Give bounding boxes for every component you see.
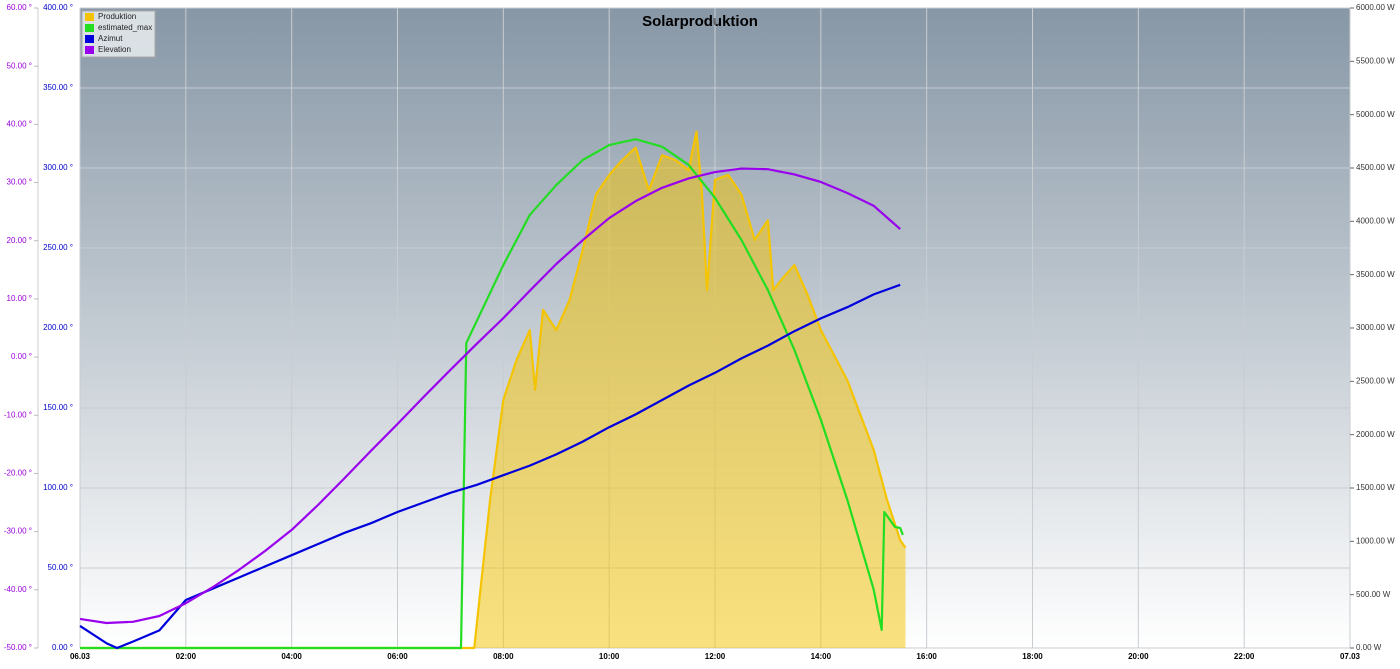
- series-line: [80, 130, 907, 650]
- y2-tick-label: 300.00 °: [43, 163, 73, 172]
- chart-title: Solarproduktion: [642, 13, 758, 30]
- y-tick-label: 4500.00 W: [1356, 163, 1395, 172]
- y2-tick-label: 50.00 °: [48, 563, 73, 572]
- y3-tick-label: 10.00 °: [7, 294, 32, 303]
- y-tick-label: 2500.00 W: [1356, 376, 1395, 385]
- y3-tick-label: 50.00 °: [7, 61, 32, 70]
- x-tick-label: 12:00: [705, 652, 726, 661]
- y2-tick-label: 350.00 °: [43, 83, 73, 92]
- y3-tick-label: -40.00 °: [4, 585, 32, 594]
- y3-tick-label: 60.00 °: [7, 3, 32, 12]
- y2-tick-label: 0.00 °: [52, 643, 73, 652]
- x-tick-label: 16:00: [916, 652, 937, 661]
- y-tick-label: 5500.00 W: [1356, 56, 1395, 65]
- x-tick-label: 18:00: [1022, 652, 1043, 661]
- legend-swatch: [85, 46, 94, 54]
- x-tick-label: 07.03: [1340, 652, 1361, 661]
- y2-tick-label: 100.00 °: [43, 483, 73, 492]
- legend-label: Elevation: [98, 45, 131, 54]
- y2-tick-label: 150.00 °: [43, 403, 73, 412]
- x-tick-label: 02:00: [176, 652, 197, 661]
- x-tick-label: 14:00: [811, 652, 832, 661]
- x-tick-label: 06:00: [387, 652, 408, 661]
- series-line: [80, 138, 904, 650]
- y2-tick-label: 200.00 °: [43, 323, 73, 332]
- y-tick-label: 1000.00 W: [1356, 536, 1395, 545]
- y-tick-label: 3000.00 W: [1356, 323, 1395, 332]
- y-tick-label: 1500.00 W: [1356, 483, 1395, 492]
- legend-label: Azimut: [98, 34, 123, 43]
- x-tick-label: 10:00: [599, 652, 620, 661]
- x-tick-label: 06.03: [70, 652, 91, 661]
- y3-tick-label: -30.00 °: [4, 527, 32, 536]
- legend-swatch: [85, 35, 94, 43]
- y3-tick-label: -50.00 °: [4, 643, 32, 652]
- y-tick-label: 5000.00 W: [1356, 110, 1395, 119]
- series-line: [79, 283, 901, 650]
- y2-tick-label: 400.00 °: [43, 3, 73, 12]
- x-tick-label: 22:00: [1234, 652, 1255, 661]
- y-tick-label: 0.00 W: [1356, 643, 1382, 652]
- x-tick-label: 20:00: [1128, 652, 1149, 661]
- legend-label: estimated_max: [98, 23, 152, 32]
- y3-tick-label: 20.00 °: [7, 236, 32, 245]
- legend-box: [81, 10, 156, 58]
- legend-swatch: [85, 24, 94, 32]
- x-tick-label: 08:00: [493, 652, 514, 661]
- y-tick-label: 500.00 W: [1356, 590, 1391, 599]
- legend-swatch: [85, 13, 94, 21]
- y3-tick-label: -10.00 °: [4, 410, 32, 419]
- y-tick-label: 2000.00 W: [1356, 430, 1395, 439]
- x-tick-label: 04:00: [281, 652, 302, 661]
- y3-tick-label: -20.00 °: [4, 469, 32, 478]
- y3-tick-label: 0.00 °: [11, 352, 32, 361]
- series-line: [79, 167, 901, 625]
- y2-tick-label: 250.00 °: [43, 243, 73, 252]
- y-tick-label: 4000.00 W: [1356, 216, 1395, 225]
- y3-tick-label: 40.00 °: [7, 119, 32, 128]
- legend-label: Produktion: [98, 12, 136, 21]
- y-tick-label: 3500.00 W: [1356, 270, 1395, 279]
- y-tick-label: 6000.00 W: [1356, 3, 1395, 12]
- y3-tick-label: 30.00 °: [7, 178, 32, 187]
- area-fill: [80, 131, 906, 648]
